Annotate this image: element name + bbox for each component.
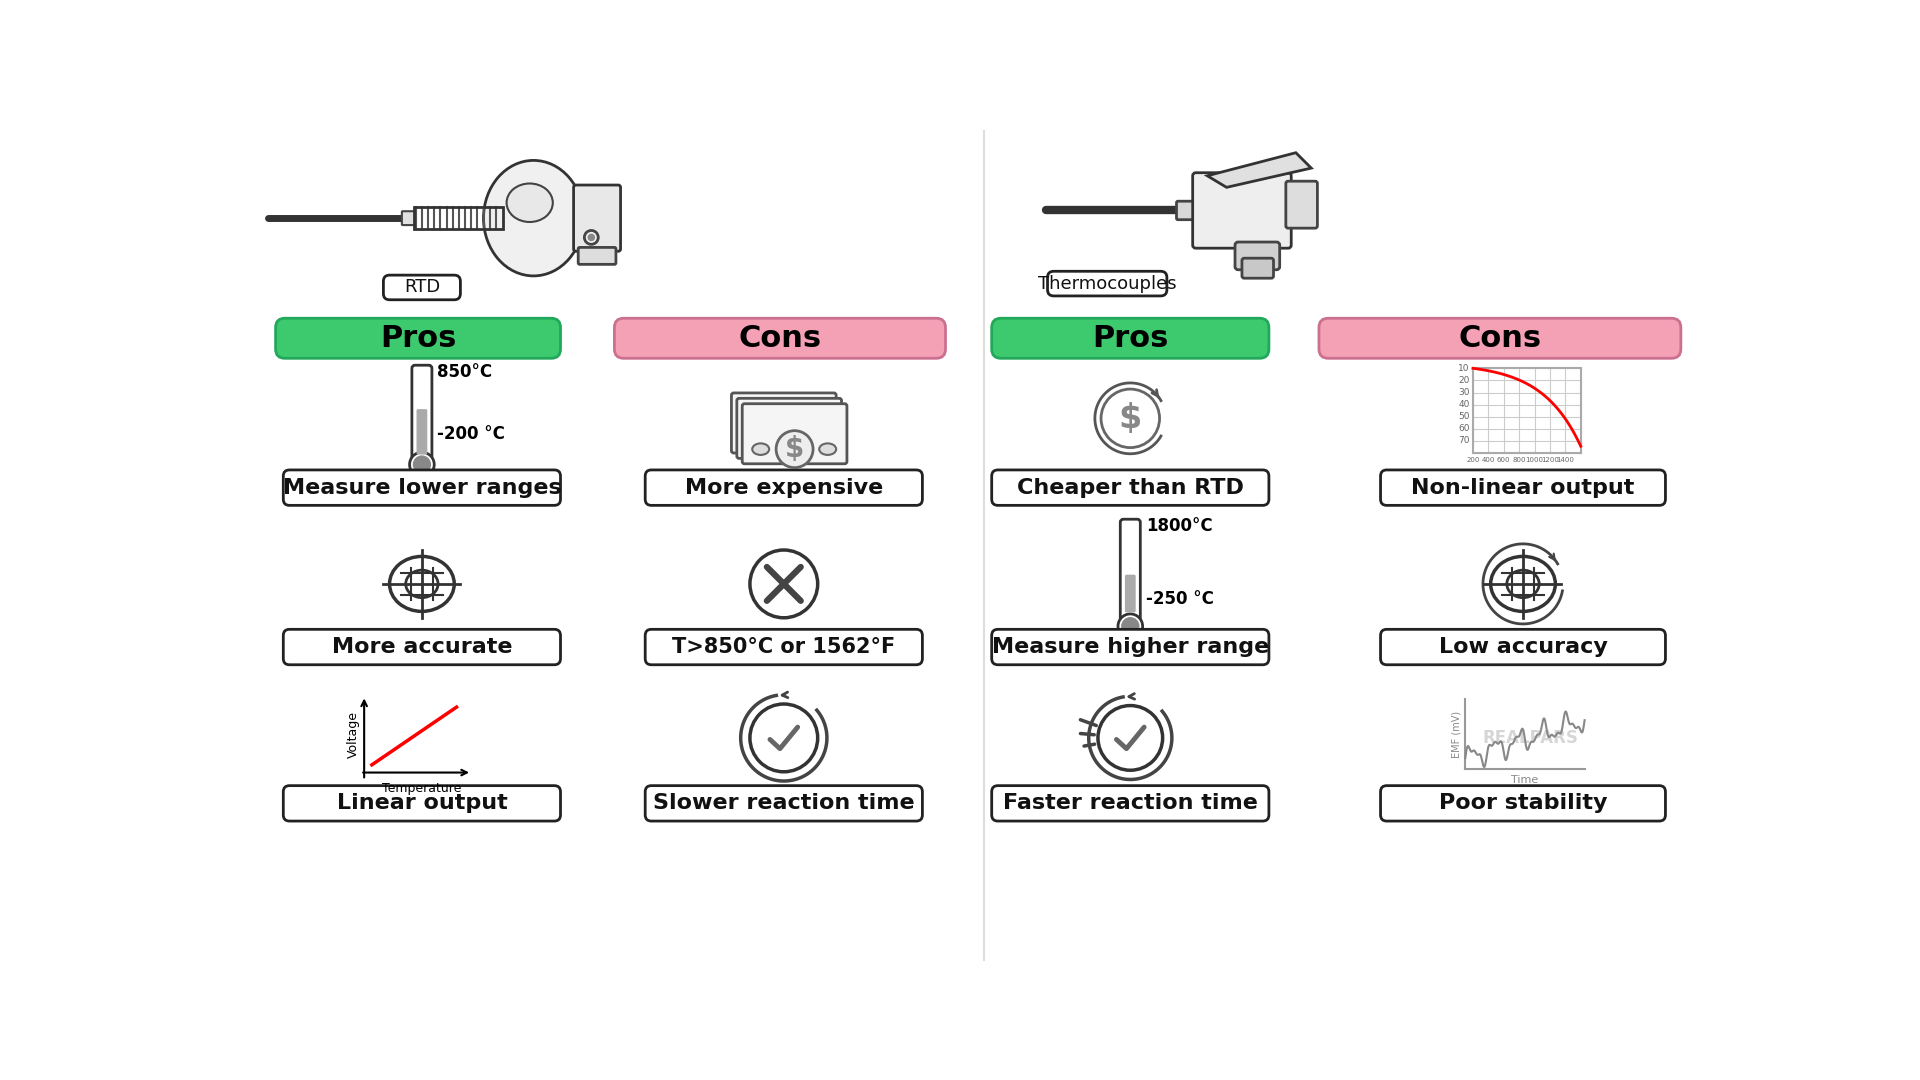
Text: Cons: Cons bbox=[1459, 324, 1542, 353]
Text: 1000: 1000 bbox=[1526, 457, 1544, 463]
FancyBboxPatch shape bbox=[743, 404, 847, 463]
Text: Faster reaction time: Faster reaction time bbox=[1002, 794, 1258, 813]
Text: 30: 30 bbox=[1459, 388, 1471, 397]
FancyBboxPatch shape bbox=[645, 470, 922, 505]
Circle shape bbox=[409, 453, 434, 477]
Text: 70: 70 bbox=[1459, 436, 1471, 445]
FancyBboxPatch shape bbox=[284, 785, 561, 821]
Text: More accurate: More accurate bbox=[332, 637, 513, 657]
Text: Measure lower ranges: Measure lower ranges bbox=[282, 477, 561, 498]
Text: 1200: 1200 bbox=[1542, 457, 1559, 463]
FancyBboxPatch shape bbox=[1242, 258, 1273, 279]
Text: 1800°C: 1800°C bbox=[1146, 517, 1212, 536]
FancyBboxPatch shape bbox=[993, 785, 1269, 821]
Text: Cons: Cons bbox=[739, 324, 822, 353]
FancyBboxPatch shape bbox=[1286, 181, 1317, 228]
FancyBboxPatch shape bbox=[737, 399, 841, 458]
Circle shape bbox=[413, 456, 430, 473]
Text: T>850°C or 1562°F: T>850°C or 1562°F bbox=[672, 637, 895, 657]
FancyBboxPatch shape bbox=[578, 247, 616, 265]
Text: REALPARS: REALPARS bbox=[1482, 729, 1578, 746]
Text: 50: 50 bbox=[1459, 413, 1471, 421]
FancyBboxPatch shape bbox=[614, 319, 945, 359]
Text: Poor stability: Poor stability bbox=[1438, 794, 1607, 813]
Text: Pros: Pros bbox=[380, 324, 457, 353]
Text: 600: 600 bbox=[1498, 457, 1511, 463]
Text: Time: Time bbox=[1511, 774, 1538, 785]
FancyBboxPatch shape bbox=[993, 319, 1269, 359]
FancyBboxPatch shape bbox=[1380, 470, 1665, 505]
Text: 10: 10 bbox=[1459, 364, 1471, 373]
FancyBboxPatch shape bbox=[1125, 575, 1137, 612]
Text: $: $ bbox=[785, 435, 804, 463]
Circle shape bbox=[584, 230, 599, 244]
FancyBboxPatch shape bbox=[1048, 271, 1167, 296]
Text: Low accuracy: Low accuracy bbox=[1438, 637, 1607, 657]
Text: Linear output: Linear output bbox=[336, 794, 507, 813]
Ellipse shape bbox=[484, 161, 584, 275]
Circle shape bbox=[1121, 618, 1139, 635]
FancyBboxPatch shape bbox=[1177, 201, 1194, 219]
Text: More expensive: More expensive bbox=[685, 477, 883, 498]
Text: Cheaper than RTD: Cheaper than RTD bbox=[1018, 477, 1244, 498]
Text: Non-linear output: Non-linear output bbox=[1411, 477, 1634, 498]
Text: 200: 200 bbox=[1467, 457, 1480, 463]
Text: RTD: RTD bbox=[403, 279, 440, 296]
Circle shape bbox=[776, 431, 812, 468]
FancyBboxPatch shape bbox=[384, 275, 461, 300]
FancyBboxPatch shape bbox=[1119, 519, 1140, 622]
FancyBboxPatch shape bbox=[284, 470, 561, 505]
Ellipse shape bbox=[507, 184, 553, 222]
FancyBboxPatch shape bbox=[645, 630, 922, 665]
FancyBboxPatch shape bbox=[276, 319, 561, 359]
Text: Temperature: Temperature bbox=[382, 782, 461, 795]
FancyBboxPatch shape bbox=[1319, 319, 1680, 359]
Circle shape bbox=[1117, 613, 1142, 638]
FancyBboxPatch shape bbox=[1380, 630, 1665, 665]
Text: Thermocouples: Thermocouples bbox=[1039, 274, 1177, 293]
FancyBboxPatch shape bbox=[401, 212, 415, 225]
Text: Slower reaction time: Slower reaction time bbox=[653, 794, 914, 813]
Polygon shape bbox=[1208, 152, 1311, 187]
Ellipse shape bbox=[820, 444, 835, 455]
FancyBboxPatch shape bbox=[645, 785, 922, 821]
Text: 60: 60 bbox=[1459, 424, 1471, 433]
Text: EMF (mV): EMF (mV) bbox=[1452, 711, 1461, 757]
Text: 800: 800 bbox=[1513, 457, 1526, 463]
Ellipse shape bbox=[753, 444, 770, 455]
FancyBboxPatch shape bbox=[993, 470, 1269, 505]
Bar bbox=[1473, 368, 1580, 453]
FancyBboxPatch shape bbox=[732, 393, 835, 453]
FancyBboxPatch shape bbox=[993, 630, 1269, 665]
Text: $: $ bbox=[1119, 402, 1142, 435]
FancyBboxPatch shape bbox=[417, 409, 428, 455]
FancyBboxPatch shape bbox=[1235, 242, 1279, 270]
Text: 20: 20 bbox=[1459, 376, 1471, 384]
Text: 850°C: 850°C bbox=[438, 363, 492, 381]
Text: -200 °C: -200 °C bbox=[438, 424, 505, 443]
FancyBboxPatch shape bbox=[413, 365, 432, 460]
FancyBboxPatch shape bbox=[284, 630, 561, 665]
Circle shape bbox=[588, 234, 595, 241]
Text: Pros: Pros bbox=[1092, 324, 1169, 353]
FancyBboxPatch shape bbox=[574, 185, 620, 252]
FancyBboxPatch shape bbox=[1380, 785, 1665, 821]
Text: Voltage: Voltage bbox=[348, 711, 361, 757]
Text: 1400: 1400 bbox=[1557, 457, 1574, 463]
Text: 40: 40 bbox=[1459, 400, 1471, 409]
Text: -250 °C: -250 °C bbox=[1146, 591, 1213, 608]
Bar bbox=[415, 207, 503, 229]
Text: 400: 400 bbox=[1482, 457, 1496, 463]
Text: Measure higher range: Measure higher range bbox=[991, 637, 1269, 657]
FancyBboxPatch shape bbox=[1192, 173, 1292, 248]
